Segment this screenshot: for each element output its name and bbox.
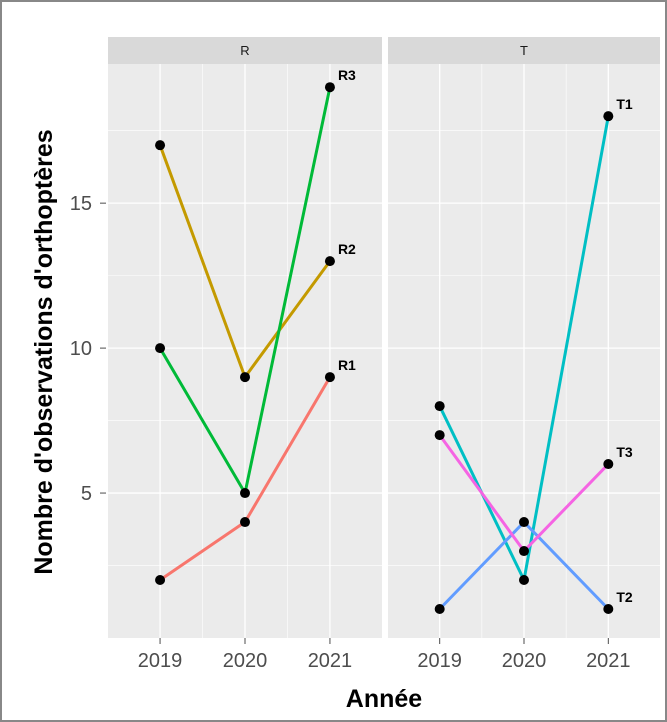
facet-strip-t bbox=[388, 37, 660, 64]
y-tick-label: 5 bbox=[81, 483, 92, 505]
data-point-r1 bbox=[324, 372, 335, 383]
series-label-t1: T1 bbox=[616, 96, 633, 112]
data-point-r2 bbox=[155, 140, 166, 151]
y-axis-title: Nombre d'observations d'orthoptères bbox=[30, 129, 58, 574]
x-axis-ticks-t: 2019 2020 2021 bbox=[417, 638, 631, 672]
facet-strip-r bbox=[108, 37, 382, 64]
data-point-t1 bbox=[519, 575, 529, 586]
series-labels-t: T1 T2 T3 bbox=[616, 96, 633, 605]
data-point-t3 bbox=[603, 459, 614, 470]
x-tick-label: 2019 bbox=[138, 650, 183, 672]
series-label-t2: T2 bbox=[616, 589, 633, 605]
facet-panel-r: R R1 R2 R3 2019 2020 2021 bbox=[108, 37, 382, 672]
y-axis-ticks: 5 10 15 bbox=[70, 193, 106, 505]
facet-label-t: T bbox=[520, 43, 528, 58]
x-tick-label: 2021 bbox=[308, 650, 353, 672]
series-label-r3: R3 bbox=[338, 67, 356, 83]
data-point-t1 bbox=[434, 401, 445, 412]
data-point-r1 bbox=[155, 575, 166, 586]
y-tick-label: 10 bbox=[70, 338, 92, 360]
facet-panel-t: T T1 T2 T3 2019 2020 2021 bbox=[388, 37, 660, 672]
data-point-r3 bbox=[155, 343, 166, 354]
data-point-t3 bbox=[519, 546, 529, 557]
data-point-t2 bbox=[434, 604, 445, 615]
x-axis-ticks-r: 2019 2020 2021 bbox=[138, 638, 352, 672]
series-points-t bbox=[434, 111, 614, 615]
data-point-t1 bbox=[603, 111, 614, 122]
data-point-r3 bbox=[324, 82, 335, 93]
series-points-r bbox=[155, 82, 335, 586]
data-point-r3 bbox=[240, 488, 250, 499]
data-point-t2 bbox=[603, 604, 614, 615]
x-tick-label: 2020 bbox=[223, 650, 268, 672]
x-tick-label: 2020 bbox=[502, 650, 547, 672]
y-tick-label: 15 bbox=[70, 193, 92, 215]
data-point-r2 bbox=[324, 256, 335, 267]
x-axis-title: Année bbox=[346, 685, 423, 713]
series-label-r2: R2 bbox=[338, 241, 356, 257]
data-point-t2 bbox=[519, 517, 529, 528]
x-tick-label: 2021 bbox=[586, 650, 631, 672]
data-point-t3 bbox=[434, 430, 445, 441]
series-label-t3: T3 bbox=[616, 444, 633, 460]
x-tick-label: 2019 bbox=[417, 650, 462, 672]
series-labels-r: R1 R2 R3 bbox=[338, 67, 356, 373]
data-point-r2 bbox=[240, 372, 250, 383]
facet-label-r: R bbox=[240, 43, 249, 58]
data-point-r1 bbox=[240, 517, 250, 528]
series-label-r1: R1 bbox=[338, 357, 356, 373]
